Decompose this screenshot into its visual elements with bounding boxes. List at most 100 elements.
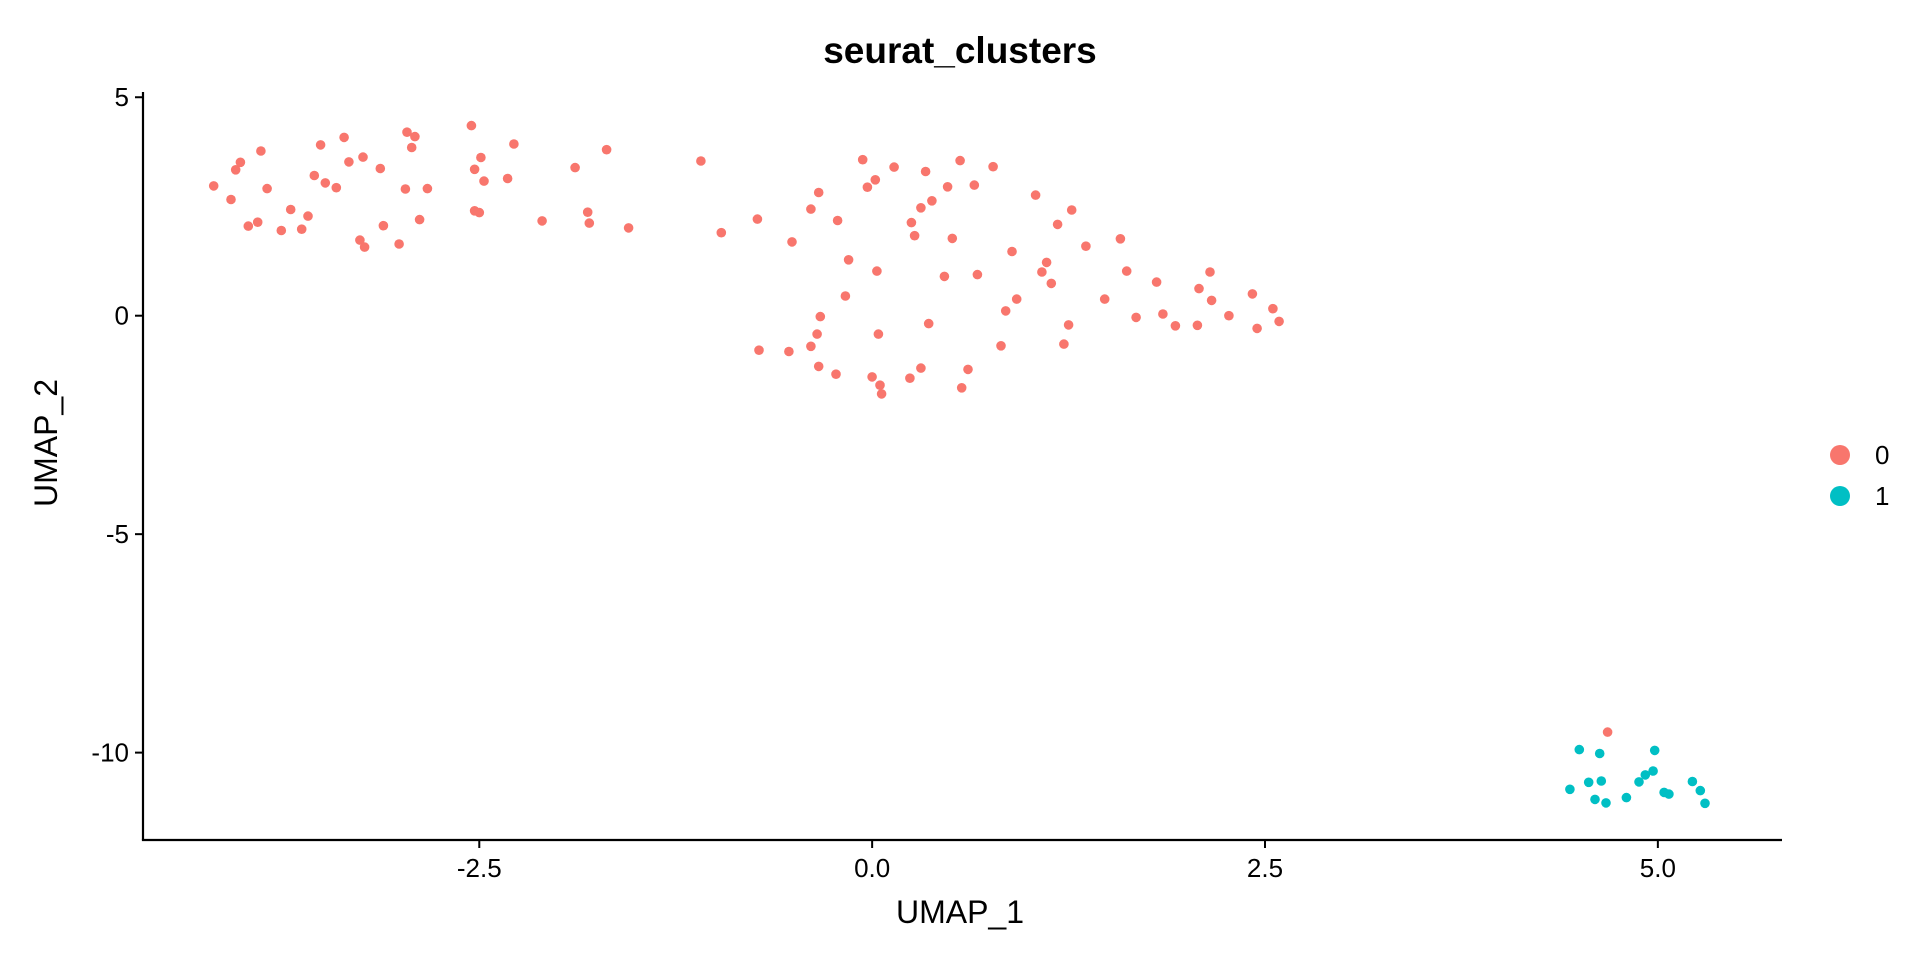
point-cluster-0 [787, 237, 797, 247]
point-cluster-0 [1041, 257, 1052, 268]
point-cluster-0 [752, 214, 763, 224]
point-cluster-0 [584, 218, 595, 228]
point-cluster-0 [1115, 234, 1126, 244]
point-cluster-0 [843, 254, 854, 265]
point-cluster-0 [876, 389, 887, 399]
data-points [208, 120, 1710, 809]
point-cluster-0 [905, 373, 915, 384]
point-cluster-0 [1066, 205, 1077, 215]
point-cluster-1 [1687, 776, 1698, 787]
point-cluster-0 [784, 346, 794, 357]
legend: 01 [1830, 440, 1889, 511]
point-cluster-0 [1007, 246, 1017, 257]
point-cluster-0 [988, 161, 998, 172]
point-cluster-0 [315, 140, 326, 150]
point-cluster-0 [916, 203, 926, 213]
point-cluster-0 [243, 221, 254, 231]
point-cluster-0 [955, 155, 965, 166]
point-cluster-0 [831, 369, 841, 380]
point-cluster-0 [256, 146, 266, 156]
point-cluster-1 [1583, 777, 1594, 788]
legend-label-0: 0 [1875, 440, 1889, 470]
point-cluster-0 [1247, 289, 1258, 299]
point-cluster-0 [806, 341, 816, 352]
point-cluster-0 [414, 214, 425, 225]
x-tick-label: -2.5 [457, 853, 502, 883]
x-axis-label: UMAP_1 [896, 894, 1024, 930]
point-cluster-0 [1081, 241, 1091, 251]
point-cluster-1 [1634, 777, 1644, 787]
point-cluster-0 [1252, 323, 1262, 334]
x-tick-label: 2.5 [1247, 853, 1283, 883]
point-cluster-1 [1649, 745, 1660, 756]
point-cluster-0 [226, 194, 236, 205]
point-cluster-0 [857, 154, 868, 165]
point-cluster-0 [1170, 321, 1181, 331]
point-cluster-0 [276, 225, 287, 236]
point-cluster-1 [1695, 785, 1706, 796]
point-cluster-0 [623, 223, 634, 233]
point-cluster-0 [1205, 267, 1215, 277]
point-cluster-0 [1158, 309, 1168, 319]
point-cluster-0 [1131, 312, 1141, 323]
point-cluster-0 [939, 271, 950, 282]
point-cluster-0 [1059, 339, 1069, 349]
point-cluster-0 [862, 182, 873, 192]
point-cluster-0 [502, 173, 513, 184]
point-cluster-0 [906, 217, 917, 228]
point-cluster-0 [1192, 320, 1203, 331]
point-cluster-0 [927, 196, 937, 206]
point-cluster-0 [285, 204, 296, 215]
point-cluster-0 [296, 224, 307, 234]
point-cluster-0 [331, 182, 342, 193]
point-cluster-0 [873, 329, 884, 339]
point-cluster-1 [1648, 766, 1658, 776]
point-cluster-0 [537, 216, 547, 226]
point-cluster-0 [889, 162, 899, 172]
point-cluster-0 [230, 165, 241, 175]
point-cluster-0 [696, 156, 706, 166]
point-cluster-0 [1274, 316, 1284, 327]
y-tick-label: -10 [91, 738, 129, 768]
point-cluster-0 [479, 176, 489, 186]
point-cluster-1 [1590, 794, 1600, 805]
x-tick-label: 5.0 [1640, 853, 1676, 883]
point-cluster-1 [1601, 798, 1611, 808]
point-cluster-0 [509, 139, 519, 149]
point-cluster-0 [1052, 219, 1063, 230]
point-cluster-0 [601, 144, 612, 155]
point-cluster-0 [359, 242, 370, 252]
point-cluster-0 [923, 318, 934, 329]
point-cluster-0 [1099, 294, 1110, 304]
point-cluster-1 [1621, 792, 1632, 803]
point-cluster-0 [956, 383, 967, 393]
point-cluster-0 [422, 183, 433, 194]
point-cluster-0 [406, 142, 417, 153]
point-cluster-0 [1151, 277, 1162, 287]
point-cluster-0 [920, 166, 931, 177]
point-cluster-0 [262, 183, 272, 194]
point-cluster-0 [570, 162, 580, 173]
point-cluster-0 [309, 170, 320, 181]
point-cluster-0 [1046, 278, 1057, 289]
point-cluster-0 [963, 364, 973, 375]
point-cluster-0 [1037, 267, 1047, 277]
point-cluster-0 [1206, 295, 1217, 306]
point-cluster-0 [942, 182, 953, 192]
point-cluster-0 [400, 184, 411, 194]
point-cluster-0 [909, 230, 920, 241]
point-cluster-0 [1121, 266, 1132, 276]
chart-title: seurat_clusters [823, 30, 1097, 71]
point-cluster-0 [947, 233, 958, 244]
point-cluster-0 [1030, 190, 1041, 200]
point-cluster-0 [972, 269, 983, 280]
point-cluster-1 [1640, 770, 1651, 780]
y-tick-label: 0 [115, 301, 129, 331]
point-cluster-0 [832, 215, 843, 226]
y-tick-label: -5 [106, 519, 129, 549]
point-cluster-0 [806, 204, 816, 214]
point-cluster-0 [867, 372, 877, 382]
point-cluster-0 [355, 235, 365, 245]
point-cluster-0 [358, 152, 368, 162]
y-tick-label: 5 [115, 82, 129, 112]
